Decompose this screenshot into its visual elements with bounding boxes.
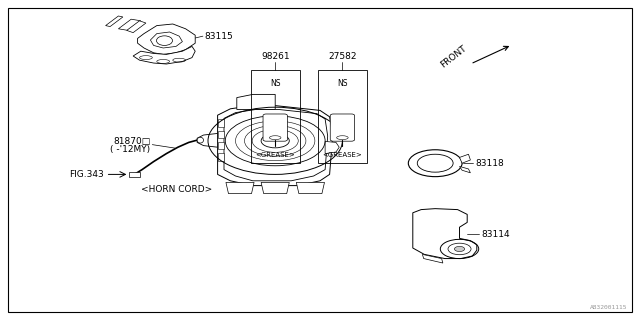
Circle shape bbox=[417, 154, 453, 172]
Polygon shape bbox=[127, 21, 146, 33]
Polygon shape bbox=[218, 153, 224, 161]
Polygon shape bbox=[226, 182, 254, 194]
Polygon shape bbox=[129, 172, 140, 177]
Polygon shape bbox=[138, 24, 195, 54]
Circle shape bbox=[454, 246, 465, 252]
Polygon shape bbox=[460, 154, 470, 163]
Polygon shape bbox=[296, 182, 324, 194]
Text: NS: NS bbox=[270, 79, 280, 88]
Text: 83118: 83118 bbox=[475, 159, 504, 168]
Circle shape bbox=[261, 134, 289, 148]
Polygon shape bbox=[133, 46, 195, 64]
Text: NS: NS bbox=[337, 79, 348, 88]
Text: FIG.343: FIG.343 bbox=[69, 170, 104, 179]
Ellipse shape bbox=[197, 137, 204, 143]
Polygon shape bbox=[118, 19, 141, 30]
FancyBboxPatch shape bbox=[330, 114, 355, 141]
FancyBboxPatch shape bbox=[263, 114, 287, 141]
Text: ( -'12MY): ( -'12MY) bbox=[110, 145, 150, 154]
Polygon shape bbox=[422, 254, 443, 263]
Text: 83114: 83114 bbox=[481, 230, 510, 239]
Text: A832001115: A832001115 bbox=[589, 305, 627, 310]
Polygon shape bbox=[413, 209, 477, 259]
Text: 98261: 98261 bbox=[261, 52, 289, 61]
Polygon shape bbox=[224, 109, 328, 181]
Circle shape bbox=[448, 243, 471, 255]
Polygon shape bbox=[150, 32, 182, 48]
Polygon shape bbox=[218, 119, 224, 127]
Text: <HORN CORD>: <HORN CORD> bbox=[141, 185, 212, 194]
Ellipse shape bbox=[269, 136, 281, 140]
Text: FRONT: FRONT bbox=[439, 44, 468, 70]
Bar bbox=[318, 70, 367, 163]
Bar bbox=[251, 70, 300, 163]
Polygon shape bbox=[460, 166, 470, 173]
Text: 83115: 83115 bbox=[205, 32, 234, 41]
Ellipse shape bbox=[337, 136, 348, 140]
Text: <GREASE>: <GREASE> bbox=[255, 152, 295, 158]
Polygon shape bbox=[218, 131, 224, 138]
Polygon shape bbox=[218, 106, 333, 186]
Polygon shape bbox=[237, 94, 275, 109]
Polygon shape bbox=[218, 142, 224, 149]
Polygon shape bbox=[325, 141, 339, 154]
Text: <GREASE>: <GREASE> bbox=[323, 152, 362, 158]
Text: 27582: 27582 bbox=[328, 52, 356, 61]
Text: 81870□: 81870□ bbox=[113, 137, 150, 146]
Polygon shape bbox=[197, 133, 218, 147]
Polygon shape bbox=[261, 182, 289, 194]
Polygon shape bbox=[106, 16, 123, 27]
